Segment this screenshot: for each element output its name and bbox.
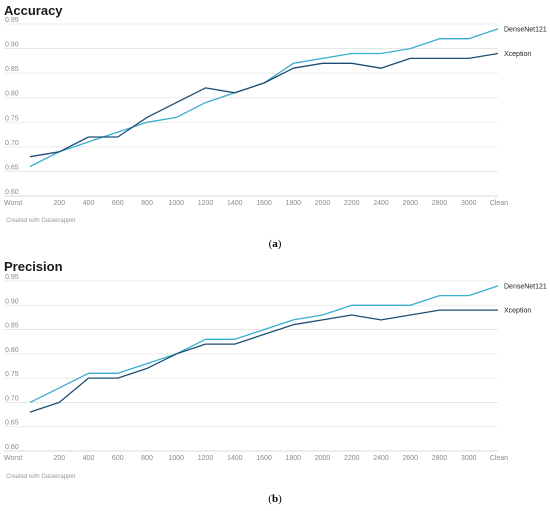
x-tick-label: 1600	[256, 200, 272, 207]
x-tick-label: 2600	[402, 200, 418, 207]
x-tick-label: 2400	[373, 200, 389, 207]
y-tick-label: 0.80	[5, 91, 19, 98]
y-tick-labels: 0.60 0.65 0.70 0.75 0.80 0.85 0.90 0.95	[5, 17, 19, 196]
series-line-densenet121	[29, 285, 499, 403]
y-tick-label: 0.70	[5, 140, 19, 147]
figure-caption: (a)	[269, 238, 282, 250]
x-tick-label: 2400	[373, 455, 389, 462]
x-tick-labels: Worst 200 400 600 800 1000 1200 1400 1600 1800 200…	[4, 455, 508, 462]
series-labels: DenseNet121 Xception	[504, 283, 547, 314]
x-tick-label: 2800	[432, 200, 448, 207]
y-tick-label: 0.60	[5, 189, 19, 196]
x-tick-label: 2800	[432, 455, 448, 462]
x-tick-label: 1000	[168, 455, 184, 462]
x-tick-label: 1400	[227, 200, 243, 207]
x-tick-label: Worst	[4, 455, 22, 462]
y-tick-label: 0.90	[5, 298, 19, 305]
x-tick-label: 600	[112, 200, 124, 207]
series-label: DenseNet121	[504, 283, 547, 290]
series-labels: DenseNet121 Xception	[504, 26, 547, 58]
x-tick-label: Clean	[490, 200, 508, 207]
x-tick-label: 2200	[344, 200, 360, 207]
x-tick-labels: Worst 200 400 600 800 1000 1200 1400 1600 1800 200…	[4, 200, 508, 207]
x-tick-label: 2000	[315, 200, 331, 207]
chart-credit: Created with Datawrapper	[6, 218, 76, 224]
x-tick-label: 3000	[461, 200, 477, 207]
series-line-xception	[29, 52, 499, 158]
x-tick-label: 600	[112, 455, 124, 462]
x-tick-label: 800	[141, 455, 153, 462]
y-tick-label: 0.95	[5, 17, 19, 24]
figure-caption: (b)	[268, 493, 282, 505]
series-line-xception	[29, 309, 498, 413]
y-tick-label: 0.70	[5, 395, 19, 402]
x-tick-label: 2200	[344, 455, 360, 462]
chart-credit: Created with Datawrapper	[6, 474, 76, 480]
series-lines	[29, 285, 499, 413]
x-tick-label: Clean	[490, 455, 508, 462]
x-tick-label: 1200	[198, 200, 214, 207]
x-tick-label: 1400	[227, 455, 243, 462]
x-tick-label: 2000	[315, 455, 331, 462]
series-lines	[29, 28, 499, 168]
chart-title: Precision	[4, 259, 63, 274]
x-tick-label: 1200	[198, 455, 214, 462]
y-tick-label: 0.80	[5, 347, 19, 354]
y-tick-label: 0.65	[5, 164, 19, 171]
x-tick-label: 200	[53, 200, 65, 207]
y-tick-label: 0.90	[5, 42, 19, 49]
y-tick-label: 0.75	[5, 115, 19, 122]
gridlines	[4, 23, 498, 197]
x-tick-label: Worst	[4, 200, 22, 207]
y-tick-label: 0.65	[5, 420, 19, 427]
x-tick-label: 2600	[402, 455, 418, 462]
y-tick-label: 0.60	[5, 444, 19, 451]
gridlines	[4, 280, 498, 452]
x-tick-label: 1800	[285, 455, 301, 462]
y-tick-label: 0.85	[5, 323, 19, 330]
x-tick-label: 200	[53, 455, 65, 462]
x-tick-label: 1000	[168, 200, 184, 207]
series-label: DenseNet121	[504, 26, 547, 33]
chart-title: Accuracy	[4, 3, 63, 18]
series-label: Xception	[504, 308, 531, 315]
x-tick-label: 800	[141, 200, 153, 207]
x-tick-label: 400	[83, 455, 95, 462]
y-tick-label: 0.85	[5, 66, 19, 73]
y-tick-label: 0.75	[5, 371, 19, 378]
y-tick-label: 0.95	[5, 274, 19, 281]
series-label: Xception	[504, 51, 531, 58]
x-tick-label: 400	[83, 200, 95, 207]
y-tick-labels: 0.60 0.65 0.70 0.75 0.80 0.85 0.90 0.95	[5, 274, 19, 451]
precision-chart: Precision 0.600.650.700.750.800.850.900.…	[4, 259, 547, 505]
x-tick-label: 1800	[285, 200, 301, 207]
x-tick-label: 3000	[461, 455, 477, 462]
x-tick-label: 1600	[256, 455, 272, 462]
accuracy-chart: Accuracy 0.60 0.65 0.70 0.75 0.80 0.85 0.90 0.9…	[4, 3, 547, 250]
